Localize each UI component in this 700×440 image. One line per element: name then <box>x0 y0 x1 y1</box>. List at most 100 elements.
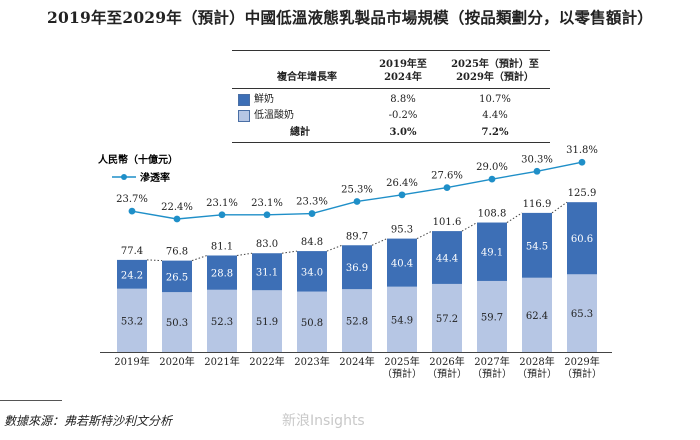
connector-dotted <box>236 252 253 256</box>
x-tick-label: 2023年 <box>294 355 329 368</box>
penetration-label: 23.1% <box>251 198 283 209</box>
bar-fresh-milk <box>477 222 507 281</box>
x-tick-sublabel: （預計） <box>562 367 602 380</box>
cagr-table-mid-rule <box>232 88 550 89</box>
x-tick-label: 2025年 <box>384 355 419 368</box>
bar-yogurt <box>567 274 597 352</box>
bar-fresh-milk <box>297 251 327 292</box>
label-total-value: 101.6 <box>433 217 462 228</box>
label-fresh-milk-value: 26.5 <box>166 272 188 283</box>
cagr-table-bottom-rule <box>232 142 550 143</box>
cagr-col2-line2: 2029年（預計） <box>456 72 534 83</box>
penetration-label: 22.4% <box>161 202 193 213</box>
legend-swatch-fresh-milk <box>238 94 250 106</box>
penetration-label: 23.7% <box>116 194 148 205</box>
bar-fresh-milk <box>387 238 417 287</box>
label-fresh-milk-value: 36.9 <box>346 263 368 274</box>
bar-yogurt <box>252 290 282 352</box>
watermark: 新浪Insights <box>282 413 365 429</box>
connector-dotted <box>551 201 568 214</box>
bar-yogurt <box>432 283 462 352</box>
connector-dotted <box>191 255 208 262</box>
label-yogurt-value: 59.7 <box>481 312 503 323</box>
penetration-point <box>128 207 136 215</box>
penetration-point <box>533 167 541 175</box>
penetration-point <box>308 210 316 217</box>
label-total-value: 116.9 <box>523 199 552 210</box>
penetration-point <box>488 175 496 183</box>
penetration-point <box>443 184 451 191</box>
penetration-point <box>263 211 271 219</box>
cagr-row-yogurt-v2: 4.4% <box>482 110 508 121</box>
x-tick-label: 2027年 <box>474 355 509 368</box>
bar-fresh-milk <box>522 212 552 278</box>
penetration-point <box>578 158 586 166</box>
bar-yogurt <box>387 286 417 352</box>
bar-yogurt <box>297 291 327 352</box>
label-fresh-milk-value: 40.4 <box>391 259 413 270</box>
label-yogurt-value: 52.3 <box>211 317 233 328</box>
connector-dotted <box>146 259 163 262</box>
label-yogurt-value: 51.9 <box>256 317 278 328</box>
connector-dotted <box>416 230 433 240</box>
cagr-header-label: 複合年增長率 <box>277 72 337 83</box>
penetration-label: 30.3% <box>521 154 553 165</box>
x-tick-label: 2021年 <box>204 355 239 368</box>
label-yogurt-value: 57.2 <box>436 314 458 325</box>
bar-yogurt <box>342 289 372 352</box>
x-tick-label: 2024年 <box>339 355 374 368</box>
connector-dotted <box>371 238 388 246</box>
label-fresh-milk-value: 49.1 <box>481 248 503 259</box>
cagr-row-label-fresh-milk: 鮮奶 <box>254 94 274 105</box>
cagr-col1-line2: 2024年 <box>384 72 422 83</box>
label-yogurt-value: 52.8 <box>346 317 368 328</box>
cagr-row-label-yogurt: 低溫酸奶 <box>254 110 294 121</box>
x-tick-label: 2020年 <box>159 355 194 368</box>
label-yogurt-value: 50.3 <box>166 318 188 329</box>
legend-swatch-yogurt <box>238 110 250 122</box>
bar-yogurt <box>522 277 552 352</box>
x-tick-label: 2026年 <box>429 355 464 368</box>
cagr-table-top-rule <box>232 50 550 51</box>
cagr-row-yogurt-v1: -0.2% <box>388 110 418 121</box>
bar-yogurt <box>207 289 237 352</box>
penetration-point <box>398 191 406 199</box>
cagr-col1-line1: 2019年至 <box>379 59 427 70</box>
connector-dotted <box>281 250 298 254</box>
bar-yogurt <box>117 288 147 352</box>
label-fresh-milk-value: 34.0 <box>301 267 323 278</box>
label-total-value: 125.9 <box>568 188 597 199</box>
bar-fresh-milk <box>207 255 237 290</box>
label-total-value: 76.8 <box>166 247 188 258</box>
penetration-label: 25.3% <box>341 184 373 195</box>
label-yogurt-value: 54.9 <box>391 315 413 326</box>
legend-label-penetration: 滲透率 <box>140 171 170 184</box>
bar-yogurt <box>477 280 507 352</box>
label-yogurt-value: 50.8 <box>301 318 323 329</box>
connector-dotted <box>326 244 343 252</box>
label-fresh-milk-value: 44.4 <box>436 254 458 265</box>
x-tick-sublabel: （預計） <box>517 367 557 380</box>
penetration-label: 27.6% <box>431 171 463 182</box>
chart-title: 2019年至2029年（預計）中國低溫液態乳製品市場規模（按品類劃分，以零售額計… <box>47 8 653 27</box>
bar-yogurt <box>162 292 192 352</box>
x-tick-sublabel: （預計） <box>472 367 512 380</box>
x-tick-sublabel: （預計） <box>427 367 467 380</box>
cagr-col2-line1: 2025年（預計）至 <box>451 59 539 70</box>
label-total-value: 81.1 <box>211 241 233 252</box>
legend-dot-penetration <box>121 174 127 180</box>
cagr-total-v1: 3.0% <box>389 127 417 138</box>
connector-dotted <box>506 212 523 223</box>
penetration-label: 26.4% <box>386 178 418 189</box>
penetration-point <box>218 211 226 219</box>
cagr-row-fresh-milk-v1: 8.8% <box>390 94 416 105</box>
label-yogurt-value: 65.3 <box>571 309 593 320</box>
label-total-value: 77.4 <box>121 246 143 257</box>
penetration-point <box>353 198 361 205</box>
cagr-total-v2: 7.2% <box>481 127 509 138</box>
label-fresh-milk-value: 54.5 <box>526 241 548 252</box>
label-fresh-milk-value: 31.1 <box>256 268 278 279</box>
label-fresh-milk-value: 28.8 <box>211 269 233 280</box>
cagr-total-label: 總計 <box>290 127 310 138</box>
y-axis-label: 人民幣（十億元） <box>98 153 178 166</box>
